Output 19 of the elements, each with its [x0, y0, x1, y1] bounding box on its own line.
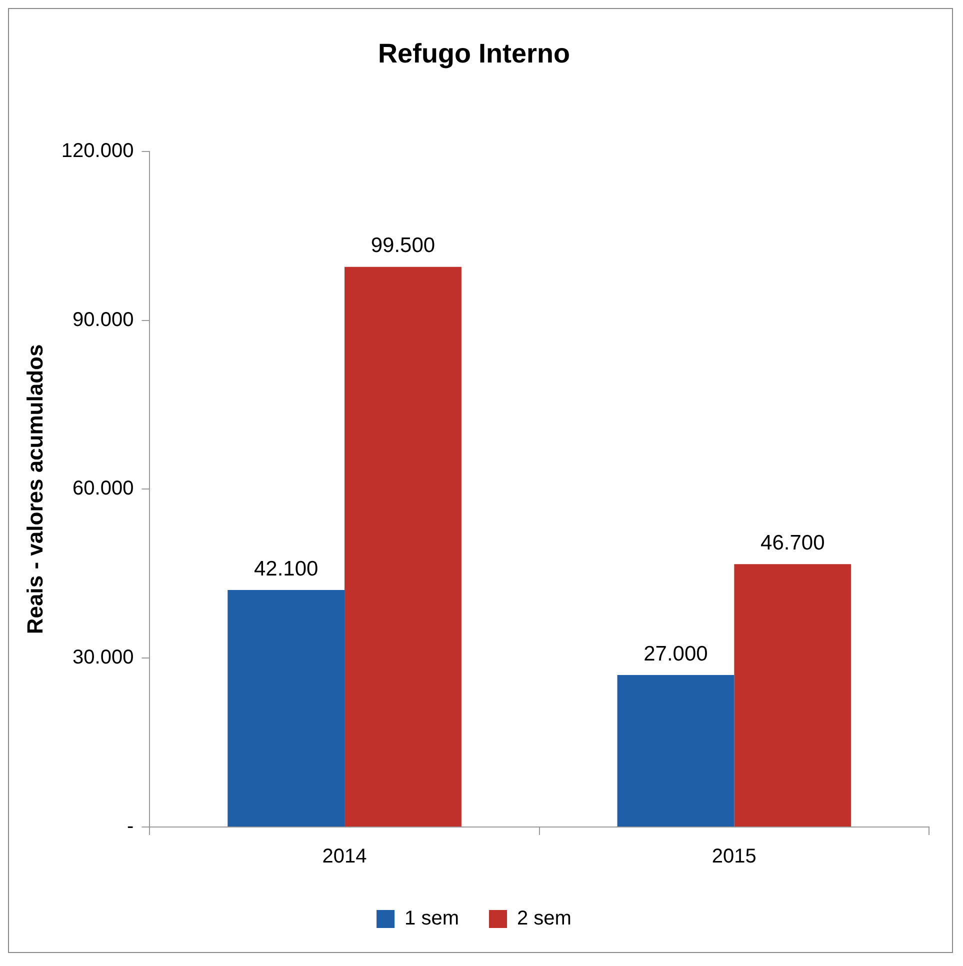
- y-tick-label: 90.000: [72, 308, 134, 331]
- bar: [228, 590, 345, 826]
- x-tick-label: 2014: [322, 846, 367, 868]
- legend-label: 2 sem: [517, 908, 572, 930]
- data-label: 42.100: [254, 557, 318, 580]
- y-axis-title: Reais - valores acumulados: [22, 344, 48, 634]
- data-label: 46.700: [760, 531, 825, 554]
- data-label: 27.000: [644, 642, 708, 666]
- bar: [617, 674, 734, 826]
- data-label: 99.500: [370, 234, 436, 258]
- bar: [734, 564, 852, 826]
- chart-title: Refugo Interno: [378, 38, 570, 69]
- bar: [344, 266, 462, 826]
- y-tick-label: 60.000: [72, 478, 134, 500]
- x-tick-label: 2015: [712, 846, 756, 868]
- y-tick-label: -: [127, 816, 134, 838]
- legend-label: 1 sem: [404, 908, 460, 930]
- y-tick-label: 30.000: [72, 646, 134, 669]
- y-tick-label: 120.000: [61, 140, 134, 162]
